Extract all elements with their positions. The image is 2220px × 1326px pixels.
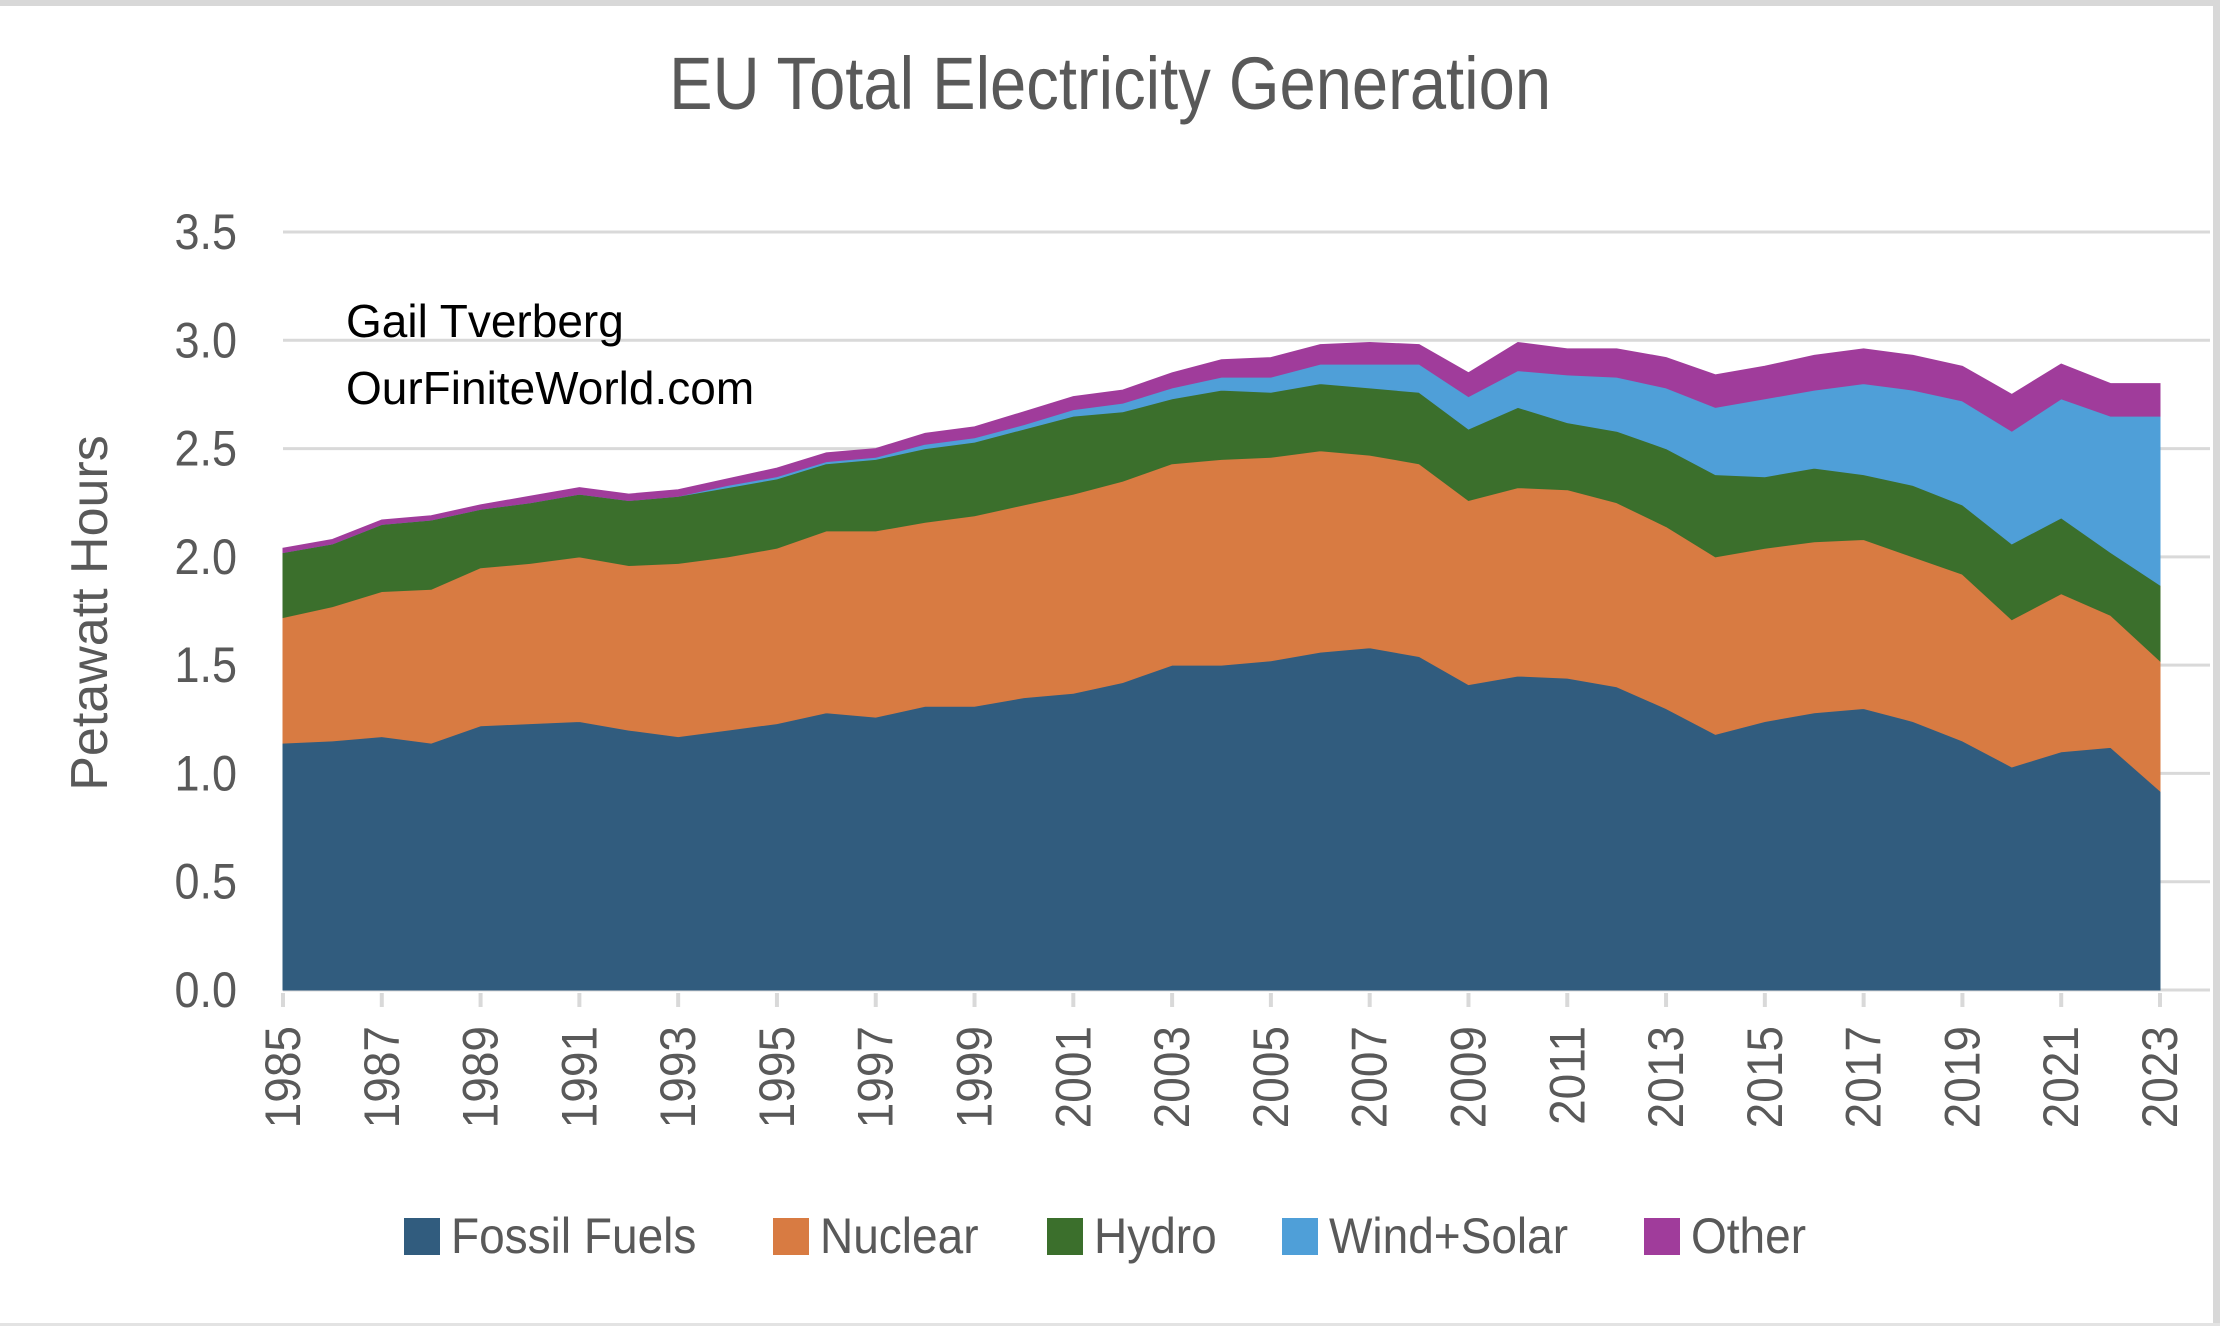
window-edge-bottom <box>0 1323 2220 1326</box>
author-annotation: Gail Tverberg OurFiniteWorld.com <box>346 288 754 422</box>
x-tick-label: 2013 <box>1639 1026 1694 1128</box>
legend-item-hydro: Hydro <box>1046 1207 1227 1265</box>
legend-item-nuclear: Nuclear <box>772 1207 992 1265</box>
legend-label-wind-solar: Wind+Solar <box>1329 1208 1569 1264</box>
x-tick-label: 2023 <box>2133 1026 2188 1128</box>
area-other <box>282 341 2161 554</box>
x-tick-label: 1987 <box>355 1026 410 1128</box>
y-tick-label: 0.0 <box>174 963 237 1019</box>
y-tick-label: 1.0 <box>174 746 237 802</box>
x-tick-label: 2001 <box>1047 1026 1102 1128</box>
x-tick-label: 2009 <box>1442 1026 1497 1128</box>
legend-swatch-fossil-fuels <box>403 1217 440 1255</box>
x-tick-label: 2005 <box>1244 1026 1299 1128</box>
page-title-text: EU Total Electricity Generation <box>669 42 1551 125</box>
author-name: Gail Tverberg <box>346 295 624 347</box>
legend-swatch-nuclear <box>772 1217 809 1255</box>
legend-label-other: Other <box>1691 1208 1807 1264</box>
x-tick-label: 1991 <box>553 1026 608 1128</box>
x-tick-label: 1997 <box>849 1026 904 1128</box>
legend-label-nuclear: Nuclear <box>819 1208 979 1264</box>
x-tick-label: 2019 <box>1936 1026 1991 1128</box>
x-tick-label: 2021 <box>2034 1026 2089 1128</box>
window-edge-right <box>2213 0 2220 1326</box>
y-tick-label: 0.5 <box>174 855 237 911</box>
x-tick-label: 2015 <box>1738 1026 1793 1128</box>
x-tick-label: 1995 <box>750 1026 805 1128</box>
legend-swatch-hydro <box>1046 1217 1083 1255</box>
chart-legend: Fossil Fuels Nuclear Hydro Wind+Solar Other <box>0 1194 2220 1278</box>
y-tick-label: 3.0 <box>174 313 237 369</box>
x-tick-label: 1999 <box>948 1026 1003 1128</box>
x-tick-label: 2011 <box>1541 1026 1596 1125</box>
legend-item-fossil-fuels: Fossil Fuels <box>403 1207 718 1265</box>
legend-label-fossil-fuels: Fossil Fuels <box>450 1208 697 1264</box>
legend-item-wind-solar: Wind+Solar <box>1282 1207 1589 1265</box>
legend-item-other: Other <box>1644 1207 1816 1265</box>
x-tick-label: 1989 <box>454 1026 509 1128</box>
author-website: OurFiniteWorld.com <box>346 362 755 414</box>
legend-swatch-wind-solar <box>1282 1217 1319 1255</box>
y-tick-label: 2.0 <box>174 530 237 586</box>
y-tick-label: 2.5 <box>174 421 237 477</box>
y-tick-label: 3.5 <box>174 205 237 261</box>
legend-label-hydro: Hydro <box>1093 1208 1217 1264</box>
x-tick-label: 2017 <box>1837 1026 1892 1128</box>
x-tick-label: 2007 <box>1343 1026 1398 1128</box>
x-tick-label: 1993 <box>651 1026 706 1128</box>
page-title: EU Total Electricity Generation <box>0 40 2220 128</box>
x-tick-label: 1985 <box>256 1026 311 1128</box>
legend-swatch-other <box>1644 1217 1681 1255</box>
y-axis-title: Petawatt Hours <box>61 435 119 791</box>
y-tick-label: 1.5 <box>174 638 237 694</box>
window-edge-top <box>0 0 2220 6</box>
x-tick-label: 2003 <box>1145 1026 1200 1128</box>
